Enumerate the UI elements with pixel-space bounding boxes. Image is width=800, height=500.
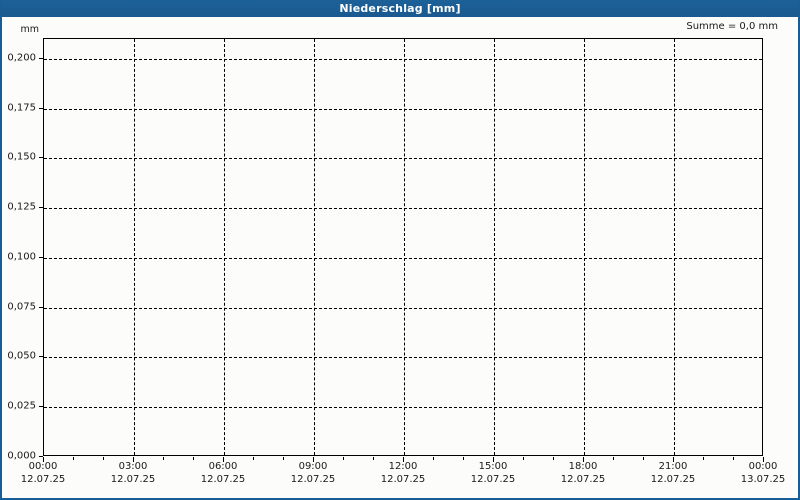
x-axis-tick-mark (313, 457, 314, 462)
x-axis-tick-time: 00:00 (748, 461, 778, 472)
gridline-vertical (584, 39, 585, 455)
x-axis-tick-date: 12.07.25 (290, 474, 336, 485)
y-axis-tick-mark (39, 306, 43, 308)
gridline-horizontal (44, 307, 762, 309)
x-axis-tick-time: 15:00 (478, 461, 508, 472)
x-axis-tick-label: 12:00 12.07.25 (363, 460, 443, 486)
x-axis-minor-tick (163, 457, 164, 460)
x-axis-tick-date: 12.07.25 (470, 474, 516, 485)
x-axis-tick-time: 00:00 (28, 461, 58, 472)
x-axis-tick-label: 00:00 13.07.25 (723, 460, 798, 486)
x-axis-tick-mark (583, 457, 584, 462)
x-axis-tick-time: 18:00 (568, 461, 598, 472)
gridline-horizontal (44, 407, 762, 409)
gridline-vertical (134, 39, 135, 455)
x-axis-tick-date: 13.07.25 (740, 474, 786, 485)
gridline-vertical (494, 39, 495, 455)
x-axis-minor-tick (733, 457, 734, 460)
y-axis-tick-label: 0,175 (7, 102, 36, 114)
x-axis-tick-time: 21:00 (658, 461, 688, 472)
sum-annotation: Summe = 0,0 mm (686, 21, 778, 32)
gridline-horizontal (44, 257, 762, 259)
y-axis-tick-mark (39, 107, 43, 109)
x-axis-minor-tick (193, 457, 194, 460)
gridline-vertical (314, 39, 315, 455)
x-axis-minor-tick (523, 457, 524, 460)
x-axis-tick-date: 12.07.25 (20, 474, 66, 485)
x-axis-tick-mark (763, 457, 764, 462)
page-title: Niederschlag [mm] (339, 2, 461, 15)
gridline-vertical (674, 39, 675, 455)
x-axis-tick-date: 12.07.25 (650, 474, 696, 485)
y-axis-tick-label: 0,200 (7, 52, 36, 64)
x-axis-tick-mark (133, 457, 134, 462)
y-axis-tick-mark (39, 207, 43, 209)
x-axis-tick-time: 03:00 (118, 461, 148, 472)
y-axis-tick-label: 0,025 (7, 400, 36, 412)
y-axis-tick-mark (39, 456, 43, 457)
y-axis-tick-label: 0,100 (7, 251, 36, 263)
x-axis-tick-label: 09:00 12.07.25 (273, 460, 353, 486)
gridline-horizontal (44, 58, 762, 60)
x-axis-tick-date: 12.07.25 (110, 474, 156, 485)
y-axis-tick-mark (39, 356, 43, 358)
y-axis-tick-label: 0,150 (7, 151, 36, 163)
y-axis-tick-label: 0,050 (7, 350, 36, 362)
x-axis-tick-time: 12:00 (388, 461, 418, 472)
x-axis-tick-mark (223, 457, 224, 462)
x-axis-tick-mark (493, 457, 494, 462)
y-axis-unit-label: mm (20, 24, 39, 35)
y-axis-tick-label: 0,075 (7, 301, 36, 313)
x-axis-minor-tick (253, 457, 254, 460)
x-axis-minor-tick (643, 457, 644, 460)
y-axis-tick-mark (39, 406, 43, 408)
gridline-horizontal (44, 208, 762, 210)
gridline-horizontal (44, 158, 762, 160)
x-axis-minor-tick (103, 457, 104, 460)
x-axis-tick-date: 12.07.25 (560, 474, 606, 485)
gridline-vertical (404, 39, 405, 455)
x-axis-tick-label: 15:00 12.07.25 (453, 460, 533, 486)
x-axis-tick-date: 12.07.25 (380, 474, 426, 485)
x-axis-minor-tick (433, 457, 434, 460)
gridline-vertical (224, 39, 225, 455)
x-axis-tick-label: 06:00 12.07.25 (183, 460, 263, 486)
y-axis-tick-label: 0,125 (7, 201, 36, 213)
x-axis-tick-label: 03:00 12.07.25 (93, 460, 173, 486)
x-axis-tick-label: 18:00 12.07.25 (543, 460, 623, 486)
y-axis-tick-mark (39, 157, 43, 159)
x-axis-tick-mark (403, 457, 404, 462)
x-axis-minor-tick (463, 457, 464, 460)
x-axis-minor-tick (553, 457, 554, 460)
x-axis-minor-tick (73, 457, 74, 460)
x-axis-minor-tick (373, 457, 374, 460)
x-axis-tick-date: 12.07.25 (200, 474, 246, 485)
y-axis-tick-mark (39, 256, 43, 258)
plot-area (43, 38, 763, 456)
x-axis-tick-label: 00:00 12.07.25 (3, 460, 83, 486)
x-axis-minor-tick (613, 457, 614, 460)
y-axis-tick-label: 0,000 (7, 450, 36, 462)
y-axis-tick-mark (39, 57, 43, 59)
x-axis-minor-tick (703, 457, 704, 460)
x-axis-tick-mark (43, 457, 44, 462)
gridline-horizontal (44, 357, 762, 359)
x-axis-tick-time: 06:00 (208, 461, 238, 472)
x-axis-minor-tick (283, 457, 284, 460)
x-axis-minor-tick (343, 457, 344, 460)
x-axis-tick-mark (673, 457, 674, 462)
x-axis-tick-time: 09:00 (298, 461, 328, 472)
x-axis-tick-label: 21:00 12.07.25 (633, 460, 713, 486)
window-title-bar: Niederschlag [mm] (2, 0, 798, 17)
gridline-horizontal (44, 108, 762, 110)
